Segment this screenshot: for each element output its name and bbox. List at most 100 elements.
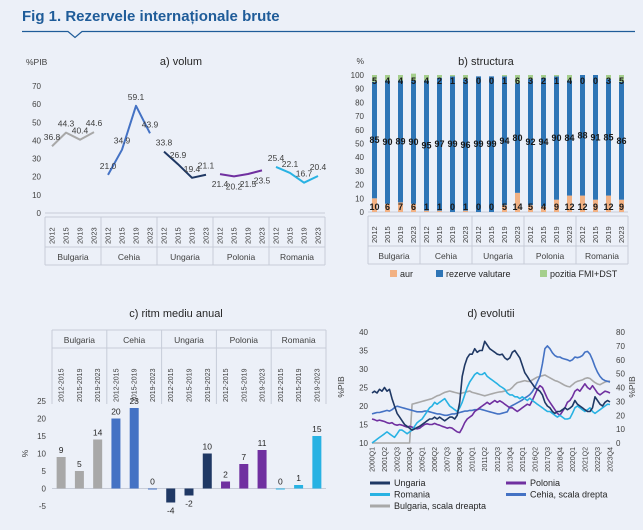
svg-text:50: 50 (355, 140, 364, 149)
svg-text:2019: 2019 (132, 227, 141, 244)
svg-text:2015: 2015 (539, 226, 548, 243)
svg-text:44.3: 44.3 (58, 119, 75, 129)
svg-text:1: 1 (554, 76, 559, 86)
svg-text:-2: -2 (185, 499, 193, 509)
svg-text:70: 70 (32, 82, 41, 91)
svg-text:2005Q1: 2005Q1 (420, 447, 427, 472)
svg-text:94: 94 (538, 137, 548, 147)
svg-text:2015-2019: 2015-2019 (187, 368, 194, 402)
bar-segment-fmi (437, 75, 442, 78)
svg-text:0: 0 (489, 202, 494, 212)
svg-text:Romania: Romania (280, 252, 314, 262)
svg-text:6: 6 (515, 76, 520, 86)
bar-segment-aur (411, 203, 416, 212)
svg-text:5: 5 (372, 76, 377, 86)
bar-ungaria (184, 488, 194, 496)
chart-a-volum-panel: a) volum %PIB 0 10 20 30 40 50 60 70 Bulgaria 2012 2… (18, 50, 332, 290)
svg-text:2018Q4: 2018Q4 (557, 447, 564, 472)
bar-segment-aur (463, 210, 468, 212)
svg-text:25: 25 (359, 384, 368, 393)
svg-text:7: 7 (398, 202, 403, 212)
bar-segment-aur (593, 199, 598, 212)
bar-segment-aur (541, 206, 546, 212)
svg-text:Romania: Romania (585, 251, 619, 261)
svg-text:2012: 2012 (216, 227, 225, 244)
bar-segment-aur (502, 205, 507, 212)
svg-text:26.9: 26.9 (170, 150, 187, 160)
svg-text:1: 1 (502, 76, 507, 86)
bar-segment-rezerve (593, 75, 598, 200)
svg-text:88: 88 (577, 130, 587, 140)
svg-text:2006Q2: 2006Q2 (432, 447, 439, 472)
svg-text:14: 14 (93, 428, 103, 438)
bar-segment-rezerve (606, 79, 611, 196)
svg-text:Ungaria: Ungaria (174, 335, 204, 345)
svg-text:70: 70 (616, 342, 625, 351)
bar-segment-fmi (541, 75, 546, 78)
svg-text:96: 96 (460, 140, 470, 150)
svg-text:0: 0 (150, 477, 155, 487)
bar-segment-aur (385, 203, 390, 212)
svg-text:Cehia: Cehia (435, 251, 457, 261)
svg-text:86: 86 (616, 136, 626, 146)
svg-text:2012: 2012 (104, 227, 113, 244)
svg-text:Bulgaria: Bulgaria (378, 251, 409, 261)
svg-text:2012Q3: 2012Q3 (495, 447, 502, 472)
svg-text:2015: 2015 (286, 227, 295, 244)
svg-text:0: 0 (489, 76, 494, 86)
svg-text:2023Q4: 2023Q4 (608, 447, 615, 472)
bar-segment-aur (580, 195, 585, 212)
chart-c-bars (56, 408, 322, 503)
svg-text:2: 2 (223, 470, 228, 480)
svg-text:20.4: 20.4 (310, 162, 327, 172)
svg-text:Polonia: Polonia (227, 252, 256, 262)
svg-text:21.0: 21.0 (100, 161, 117, 171)
svg-text:20.2: 20.2 (226, 181, 243, 191)
svg-text:2012-2015: 2012-2015 (223, 368, 230, 402)
bar-cehia (129, 408, 139, 489)
svg-text:2015: 2015 (174, 227, 183, 244)
svg-text:10: 10 (37, 450, 46, 459)
svg-text:Cehia, scala drepta: Cehia, scala drepta (530, 490, 608, 500)
svg-text:Romania: Romania (282, 335, 316, 345)
bar-segment-aur (515, 192, 520, 212)
bar-cehia (111, 418, 121, 489)
svg-text:12: 12 (564, 202, 574, 212)
svg-text:20: 20 (111, 407, 121, 417)
svg-text:40: 40 (359, 328, 368, 337)
bar-romania (275, 488, 285, 490)
chart-a-data-labels: 36.8 44.340.444.6 21.0 34.9 59.1 43.9 33.8 26.9… (44, 92, 327, 192)
svg-text:10: 10 (32, 191, 41, 200)
bar-segment-rezerve (411, 80, 416, 204)
svg-text:Ungaria: Ungaria (483, 251, 513, 261)
svg-text:90: 90 (382, 137, 392, 147)
svg-text:2019-2023: 2019-2023 (95, 368, 102, 402)
bar-segment-rezerve (528, 79, 533, 206)
svg-text:Cehia: Cehia (123, 335, 145, 345)
svg-text:2023: 2023 (202, 227, 211, 244)
svg-text:95: 95 (421, 141, 431, 151)
svg-text:25: 25 (37, 397, 46, 406)
svg-text:2017Q3: 2017Q3 (545, 447, 552, 472)
svg-text:1: 1 (463, 202, 468, 212)
bar-segment-rezerve (450, 76, 455, 213)
svg-text:2015: 2015 (118, 227, 127, 244)
svg-text:36.8: 36.8 (44, 132, 61, 142)
bar-bulgaria (93, 439, 103, 489)
svg-text:pozitia FMI+DST: pozitia FMI+DST (550, 269, 618, 279)
svg-text:2019: 2019 (244, 227, 253, 244)
svg-text:2010Q1: 2010Q1 (470, 447, 477, 472)
svg-text:2023: 2023 (314, 227, 323, 244)
svg-text:19.4: 19.4 (184, 164, 201, 174)
bar-segment-rezerve (502, 76, 507, 206)
svg-text:4: 4 (424, 76, 429, 86)
chart-d-evolutii-panel: d) evolutii 10 15 20 25 30 35 40 0 10 20 30 40 50 60 70… (330, 302, 643, 528)
svg-text:20: 20 (37, 415, 46, 424)
svg-text:2012: 2012 (160, 227, 169, 244)
svg-text:99: 99 (473, 139, 483, 149)
chart-b-bars (372, 73, 624, 213)
svg-text:2023: 2023 (461, 226, 470, 243)
svg-text:85: 85 (369, 135, 379, 145)
svg-text:2012-2015: 2012-2015 (113, 368, 120, 402)
